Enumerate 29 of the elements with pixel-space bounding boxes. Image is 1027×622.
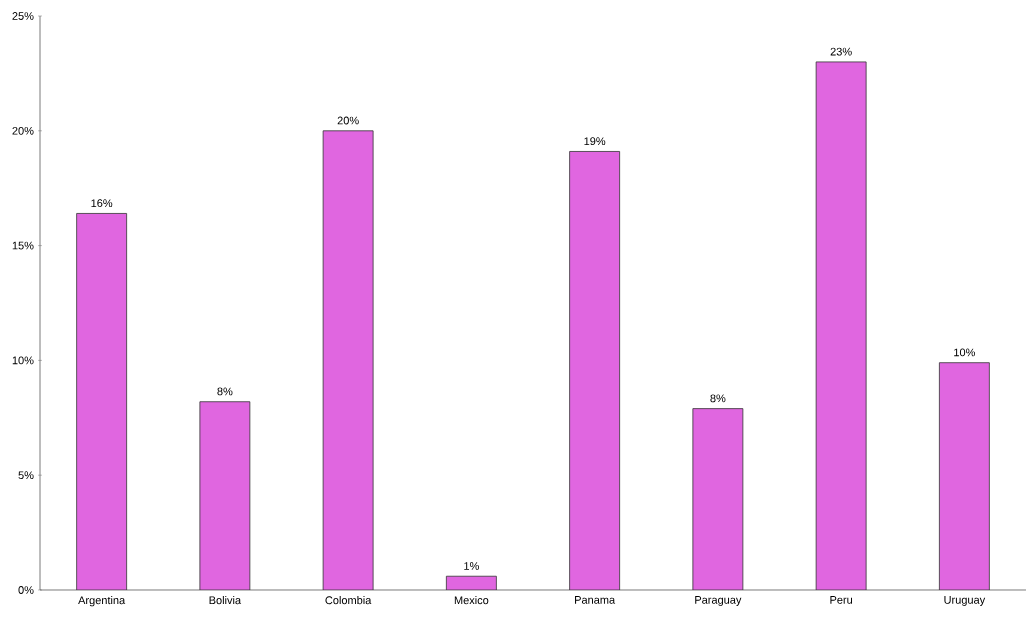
x-tick-label: Uruguay — [944, 596, 986, 606]
bar — [199, 401, 251, 590]
y-tick-label: 25% — [12, 12, 34, 20]
y-tick-label: 10% — [12, 356, 34, 365]
bar — [938, 362, 990, 590]
data-label: 1% — [464, 562, 479, 570]
x-tick-label: Panama — [575, 596, 616, 604]
y-tick-label: 15% — [12, 241, 34, 250]
data-label: 16% — [91, 199, 113, 208]
y-tick-label: 0% — [18, 586, 34, 594]
y-tick-label: 5% — [18, 471, 34, 480]
x-tick-label: Argentina — [78, 596, 126, 607]
data-label: 8% — [710, 394, 726, 403]
x-tick-label: Paraguay — [695, 596, 742, 606]
x-tick-label: Mexico — [454, 596, 489, 605]
data-label: 10% — [954, 348, 976, 357]
bar — [569, 151, 621, 590]
x-tick-label: Colombia — [325, 596, 372, 605]
data-label: 8% — [217, 387, 233, 396]
y-tick-label: 20% — [12, 126, 34, 135]
x-tick-label: Peru — [830, 596, 853, 604]
bar — [815, 61, 867, 590]
x-tick-label: Bolivia — [209, 596, 242, 605]
data-label: 23% — [830, 47, 852, 56]
data-label: 19% — [584, 137, 606, 146]
bar — [76, 213, 128, 590]
bar — [322, 130, 374, 590]
data-label: 20% — [337, 116, 359, 125]
bar — [692, 408, 744, 590]
